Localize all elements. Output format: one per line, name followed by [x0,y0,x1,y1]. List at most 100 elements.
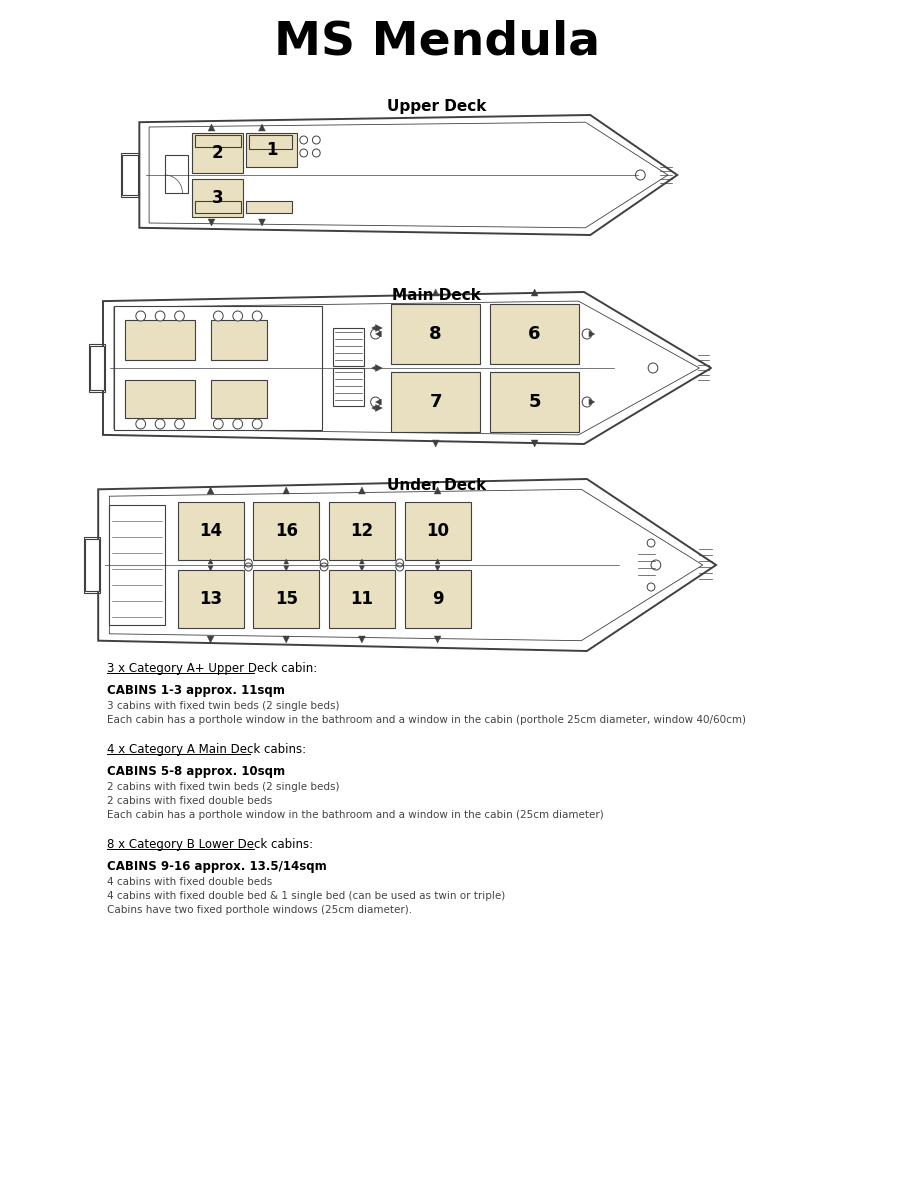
Polygon shape [531,289,538,296]
Polygon shape [531,440,538,446]
Bar [211,320,266,360]
Bar [405,570,471,628]
Text: 5: 5 [528,392,541,410]
Text: 4 cabins with fixed double beds: 4 cabins with fixed double beds [107,877,272,887]
Bar [125,380,195,418]
Text: CABINS 5-8 approx. 10sqm: CABINS 5-8 approx. 10sqm [107,766,285,778]
Bar [328,502,395,560]
Text: 4 x Category A Main Deck cabins:: 4 x Category A Main Deck cabins: [107,743,306,756]
Polygon shape [434,636,441,643]
Polygon shape [436,559,440,564]
Bar [122,152,139,197]
Polygon shape [208,218,215,226]
Text: Under Deck: Under Deck [387,478,486,492]
Text: 10: 10 [426,522,449,540]
Text: 1: 1 [266,140,277,158]
Text: CABINS 9-16 approx. 13.5/14sqm: CABINS 9-16 approx. 13.5/14sqm [107,860,327,874]
Text: 3 cabins with fixed twin beds (2 single beds): 3 cabins with fixed twin beds (2 single … [107,701,339,710]
Bar [113,306,322,430]
Bar [490,304,580,364]
Text: Each cabin has a porthole window in the bathroom and a window in the cabin (port: Each cabin has a porthole window in the … [107,715,746,725]
Text: 16: 16 [274,522,298,540]
Polygon shape [375,324,382,331]
Text: 14: 14 [199,522,222,540]
Text: 3 x Category A+ Upper Deck cabin:: 3 x Category A+ Upper Deck cabin: [107,662,317,674]
Polygon shape [375,331,382,337]
Ellipse shape [175,311,184,320]
Polygon shape [258,124,265,131]
Ellipse shape [213,419,223,428]
Text: 8: 8 [429,325,442,343]
Text: 13: 13 [199,590,222,608]
Bar [86,539,99,590]
Bar [328,570,395,628]
Bar [90,346,104,390]
Bar [391,304,481,364]
Ellipse shape [136,419,146,428]
Bar [192,133,243,173]
Ellipse shape [175,419,184,428]
Text: 7: 7 [429,392,442,410]
Text: 3: 3 [212,188,223,206]
Polygon shape [207,636,214,643]
Bar [85,538,100,593]
Polygon shape [372,366,375,370]
Text: Cabins have two fixed porthole windows (25cm diameter).: Cabins have two fixed porthole windows (… [107,905,412,914]
Polygon shape [359,559,364,564]
Text: 8 x Category B Lower Deck cabins:: 8 x Category B Lower Deck cabins: [107,838,313,851]
Text: 4 cabins with fixed double bed & 1 single bed (can be used as twin or triple): 4 cabins with fixed double bed & 1 singl… [107,890,505,901]
Polygon shape [359,566,364,571]
Polygon shape [207,487,214,494]
Bar [165,155,188,193]
Bar [177,502,244,560]
Polygon shape [375,365,382,372]
Text: 15: 15 [274,590,298,608]
Bar [109,505,165,625]
Polygon shape [372,326,375,330]
Ellipse shape [233,311,243,320]
Bar [253,570,320,628]
Ellipse shape [252,419,262,428]
Text: 11: 11 [350,590,374,608]
Polygon shape [436,566,440,571]
Polygon shape [103,292,711,444]
Bar [333,328,364,366]
Text: 12: 12 [350,522,374,540]
Polygon shape [208,566,213,571]
Text: Main Deck: Main Deck [392,288,482,304]
Text: 2 cabins with fixed double beds: 2 cabins with fixed double beds [107,796,272,806]
Text: CABINS 1-3 approx. 11sqm: CABINS 1-3 approx. 11sqm [107,684,284,697]
Polygon shape [208,559,213,564]
Polygon shape [589,398,595,404]
Polygon shape [589,331,595,337]
Polygon shape [375,404,382,412]
Bar [195,134,240,146]
Bar [333,368,364,406]
Polygon shape [283,487,290,494]
Text: Upper Deck: Upper Deck [387,100,486,114]
Bar [122,155,138,194]
Bar [391,372,481,432]
Bar [247,200,292,214]
Text: MS Mendula: MS Mendula [274,19,599,65]
Bar [490,372,580,432]
Text: 2 cabins with fixed twin beds (2 single beds): 2 cabins with fixed twin beds (2 single … [107,782,339,792]
Ellipse shape [233,419,243,428]
Polygon shape [375,398,382,404]
Bar [192,179,243,217]
Polygon shape [98,479,716,650]
Ellipse shape [213,311,223,320]
Polygon shape [432,289,439,296]
Text: 2: 2 [212,144,223,162]
Text: Each cabin has a porthole window in the bathroom and a window in the cabin (25cm: Each cabin has a porthole window in the … [107,810,604,820]
Polygon shape [283,636,290,643]
Polygon shape [140,115,678,235]
Polygon shape [358,487,365,494]
Bar [247,133,297,167]
Ellipse shape [155,419,165,428]
Bar [211,380,266,418]
Bar [249,134,292,149]
Bar [177,570,244,628]
Polygon shape [432,440,439,446]
Ellipse shape [136,311,146,320]
